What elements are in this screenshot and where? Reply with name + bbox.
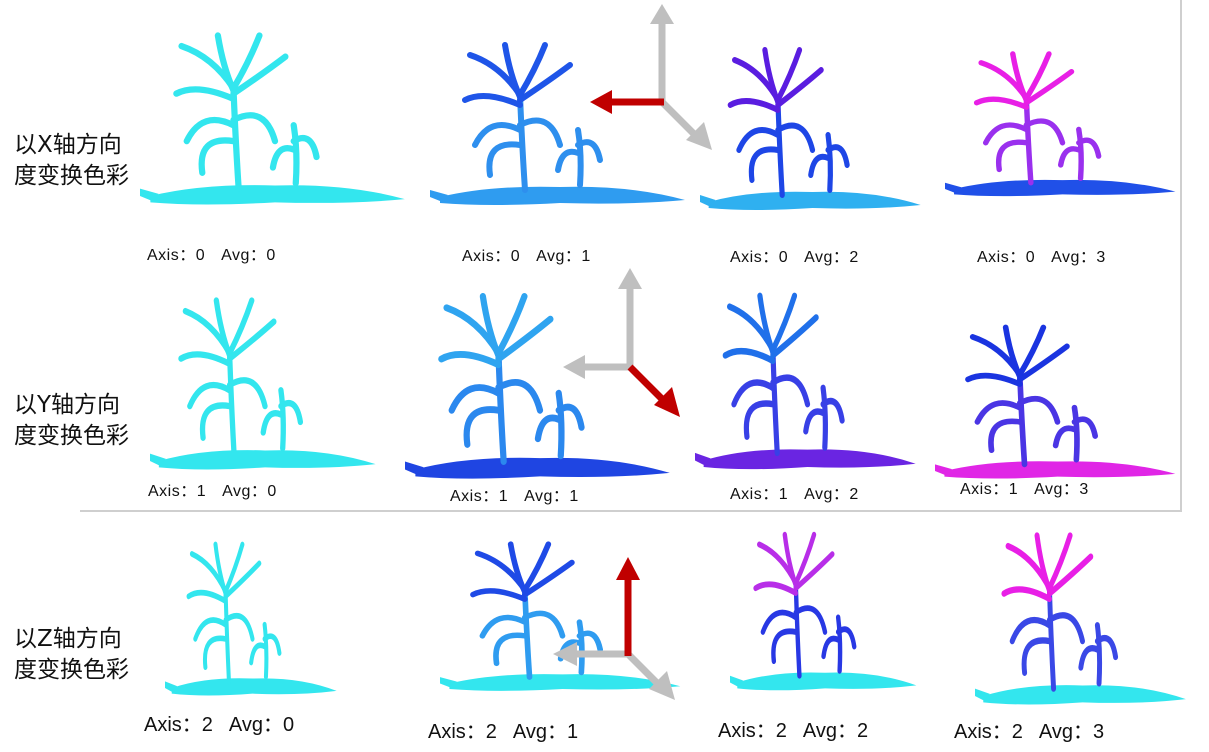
plant-point-cloud-r2-p1: [440, 541, 681, 691]
plant-point-cloud-r2-p3: [975, 532, 1186, 705]
axis-indicator-x: [590, 4, 712, 150]
plant-point-cloud-r0-p3: [945, 51, 1176, 197]
plant-point-cloud-r0-p2: [700, 47, 921, 210]
caption-r2-p3: Axis：2 Avg：3: [954, 721, 1105, 743]
caption-r0-p1: Axis：0 Avg：1: [462, 248, 591, 265]
row-label-y: 以Y轴方向 度变换色彩: [14, 392, 129, 449]
caption-r1-p2: Axis：1 Avg：2: [730, 486, 859, 503]
caption-r0-p3: Axis：0 Avg：3: [977, 249, 1106, 266]
plant-point-cloud-r0-p1: [430, 42, 685, 205]
axis-indicator-y: [563, 268, 680, 417]
caption-r2-p2: Axis：2 Avg：2: [718, 720, 869, 742]
plant-point-cloud-r1-p3: [935, 324, 1176, 479]
frame-right-border: [1180, 0, 1182, 512]
caption-r0-p0: Axis：0 Avg：0: [147, 247, 276, 264]
plant-point-cloud-r1-p2: [695, 292, 916, 470]
caption-r1-p0: Axis：1 Avg：0: [148, 483, 277, 500]
frame-bottom-border: [80, 510, 1182, 512]
plant-point-cloud-r2-p0: [165, 541, 337, 696]
axis-indicator-z: [553, 557, 675, 700]
row-label-z: 以Z轴方向 度变换色彩: [14, 626, 129, 683]
caption-r2-p1: Axis：2 Avg：1: [428, 721, 579, 743]
plant-point-cloud-r1-p1: [405, 292, 670, 479]
caption-r0-p2: Axis：0 Avg：2: [730, 249, 859, 266]
row-label-x: 以X轴方向 度变换色彩: [14, 132, 129, 189]
plant-point-cloud-r0-p0: [140, 32, 405, 205]
plant-point-cloud-r1-p0: [150, 297, 376, 470]
caption-r1-p3: Axis：1 Avg：3: [960, 481, 1089, 498]
caption-r2-p0: Axis：2 Avg：0: [144, 714, 295, 736]
plant-point-cloud-r2-p2: [730, 531, 917, 691]
caption-r1-p1: Axis：1 Avg：1: [450, 488, 579, 505]
